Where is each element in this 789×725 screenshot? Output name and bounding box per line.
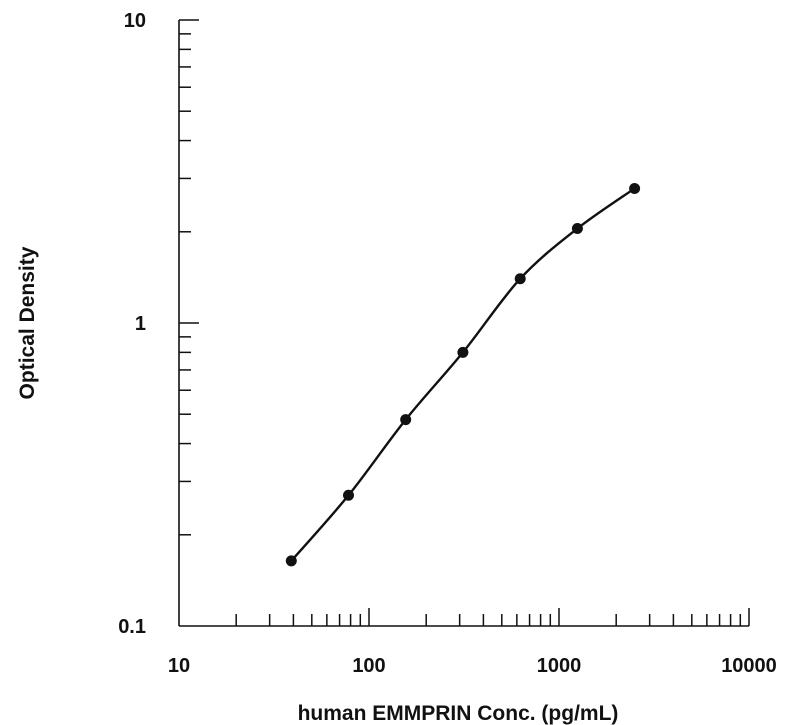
data-point [571,223,583,235]
y-tick-label: 10 [124,10,146,32]
data-point [342,489,354,501]
data-points [285,182,641,567]
axis-ticks [179,19,750,626]
x-tick-label: 100 [352,655,385,677]
data-point [514,273,526,285]
x-tick-label: 10 [168,655,190,677]
tick-labels: 10 100 1000 10000 0.1 1 10 [118,10,777,677]
y-tick-label: 0.1 [118,616,146,638]
data-point [400,414,412,426]
data-point [629,182,641,194]
y-axis-title: Optical Density [16,246,39,399]
data-point [457,346,469,358]
x-axis-title: human EMMPRIN Conc. (pg/mL) [298,702,619,725]
y-tick-label: 1 [135,313,146,335]
x-tick-label: 10000 [721,655,777,677]
data-point [285,555,297,567]
x-tick-label: 1000 [537,655,582,677]
axes [178,20,749,627]
fit-curve [290,187,636,562]
